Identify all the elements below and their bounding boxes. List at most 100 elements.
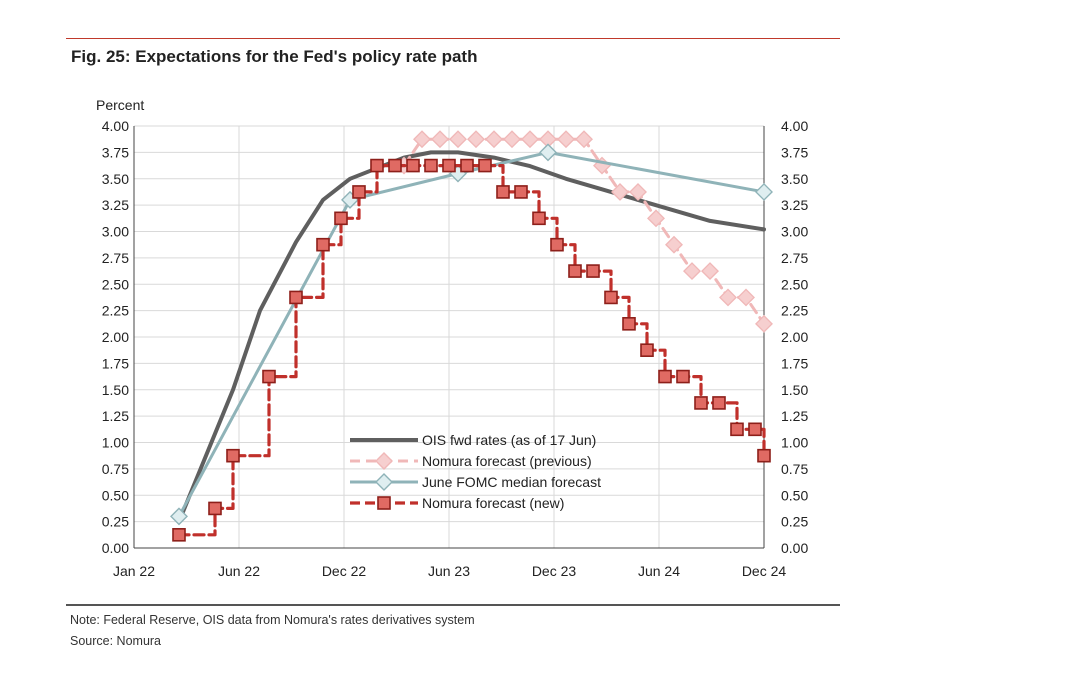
figure-source: Source: Nomura	[70, 634, 162, 648]
series-4-point	[658, 369, 672, 384]
series-2-point	[575, 130, 593, 149]
y-tick-label-right: 1.75	[781, 355, 808, 371]
top-rule	[66, 38, 840, 39]
y-tick-label-left: 4.00	[102, 118, 129, 134]
legend-label-3: June FOMC median forecast	[422, 474, 601, 490]
y-tick-label-left: 3.50	[102, 171, 129, 187]
series-4-point	[316, 237, 330, 252]
series-4-point	[388, 158, 402, 173]
series-4-point	[442, 158, 456, 173]
y-tick-label-left: 3.00	[102, 224, 129, 240]
series-4-point	[352, 185, 366, 199]
y-tick-label-left: 2.00	[102, 329, 129, 345]
y-tick-label-left: 2.50	[102, 276, 129, 292]
series-4-point	[586, 264, 600, 278]
y-tick-label-left: 1.00	[102, 435, 129, 451]
series-2-point	[611, 182, 629, 201]
x-tick-label: Dec 24	[742, 563, 787, 579]
series-3-point	[170, 507, 188, 526]
series-4-point	[748, 422, 762, 437]
x-tick-label: Dec 22	[322, 563, 367, 579]
y-tick-label-left: 1.25	[102, 408, 129, 424]
x-tick-label: Jun 24	[638, 563, 680, 579]
series-2-point	[413, 130, 431, 149]
y-tick-label-right: 3.50	[781, 171, 808, 187]
series-2-point	[629, 182, 647, 201]
y-unit-label: Percent	[96, 97, 144, 113]
series-4-point	[478, 158, 492, 173]
series-4-point	[370, 158, 384, 173]
y-tick-label-right: 0.25	[781, 514, 808, 530]
series-4-point	[406, 158, 420, 173]
y-tick-label-right: 3.25	[781, 197, 808, 213]
x-tick-label: Jun 23	[428, 563, 470, 579]
legend-label-2: Nomura forecast (previous)	[422, 453, 592, 469]
x-tick-label: Jun 22	[218, 563, 260, 579]
y-tick-label-right: 1.00	[781, 435, 808, 451]
series-2-point	[755, 314, 773, 333]
series-2-point	[431, 130, 449, 149]
y-tick-label-right: 2.25	[781, 303, 808, 319]
series-2-point	[467, 130, 485, 149]
y-tick-label-right: 0.00	[781, 540, 808, 556]
y-tick-label-right: 1.25	[781, 408, 808, 424]
y-tick-label-left: 3.75	[102, 144, 129, 160]
series-2-point	[719, 288, 737, 307]
y-tick-label-right: 0.50	[781, 487, 808, 503]
y-tick-label-right: 2.50	[781, 276, 808, 292]
series-4-point	[334, 211, 348, 226]
series-4-point	[712, 396, 726, 410]
series-4-point	[640, 343, 654, 357]
y-tick-label-right: 2.00	[781, 329, 808, 345]
series-4-point	[757, 448, 771, 463]
series-4-point	[208, 501, 222, 516]
y-tick-label-left: 3.25	[102, 197, 129, 213]
series-2-point	[503, 130, 521, 149]
series-4-point	[424, 158, 438, 173]
y-tick-label-right: 2.75	[781, 250, 808, 266]
series-4-point	[730, 422, 744, 437]
series-4-point	[226, 448, 240, 463]
series-2-point	[701, 262, 719, 281]
series-3-point	[755, 182, 773, 201]
series-4-point	[172, 528, 186, 542]
series-4-point	[676, 369, 690, 384]
y-tick-label-left: 2.25	[102, 303, 129, 319]
series-4-point	[568, 264, 582, 278]
series-4-point	[496, 185, 510, 199]
series-2-point	[485, 130, 503, 149]
x-tick-label: Jan 22	[113, 563, 155, 579]
y-tick-label-right: 3.75	[781, 144, 808, 160]
y-tick-label-left: 1.75	[102, 355, 129, 371]
y-tick-label-right: 1.50	[781, 382, 808, 398]
chart: 0.00 0.00 0.25 0.25 0.50 0.50 0.75 0.75 1.00 1.00…	[96, 97, 808, 579]
legend-marker-4	[377, 496, 391, 510]
series-3-point	[539, 143, 557, 162]
bottom-rule	[66, 604, 840, 606]
legend-marker-2	[375, 452, 393, 470]
y-tick-label-right: 3.00	[781, 224, 808, 240]
series-4-point	[289, 290, 303, 305]
x-tick-label: Dec 23	[532, 563, 577, 579]
series-2-point	[737, 288, 755, 307]
series-2-point	[449, 130, 467, 149]
legend-label-1: OIS fwd rates (as of 17 Jun)	[422, 432, 596, 448]
y-tick-label-left: 0.50	[102, 487, 129, 503]
y-tick-label-right: 4.00	[781, 118, 808, 134]
y-tick-label-left: 0.00	[102, 540, 129, 556]
series-4-point	[262, 369, 276, 384]
y-tick-label-left: 0.75	[102, 461, 129, 477]
legend-marker-3	[375, 473, 393, 491]
figure-note: Note: Federal Reserve, OIS data from Nom…	[70, 613, 475, 627]
series-2-point	[557, 130, 575, 149]
y-tick-label-right: 0.75	[781, 461, 808, 477]
series-4-point	[604, 290, 618, 305]
series-4-point	[460, 158, 474, 173]
series-4-point	[532, 211, 546, 226]
series-4-point	[622, 317, 636, 331]
series-4-point	[514, 185, 528, 199]
series-4-point	[694, 396, 708, 410]
y-tick-label-left: 2.75	[102, 250, 129, 266]
y-tick-label-left: 0.25	[102, 514, 129, 530]
legend-label-4: Nomura forecast (new)	[422, 495, 564, 511]
